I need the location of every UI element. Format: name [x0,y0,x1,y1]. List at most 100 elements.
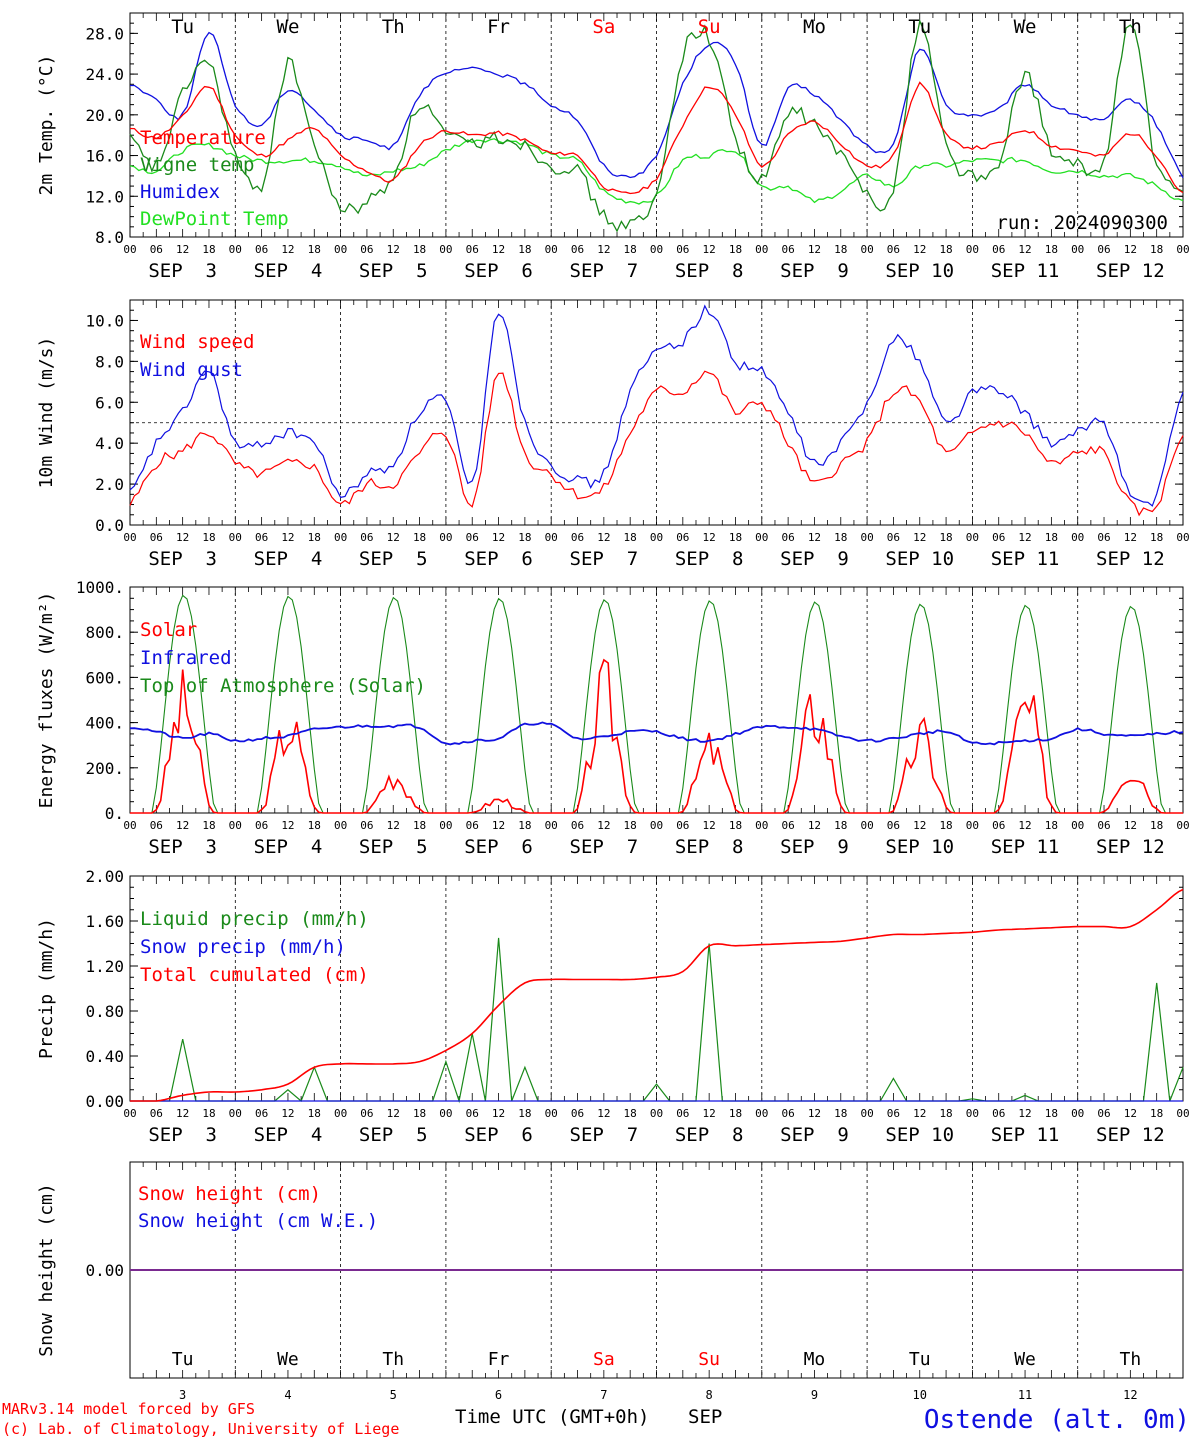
hour-tick-label: 00 [1176,531,1189,544]
hour-tick-label: 18 [518,819,531,832]
solar-line [130,658,1183,814]
hour-tick-label: 06 [1097,531,1110,544]
day-name: Th [382,16,405,38]
hour-tick-label: 12 [387,243,400,256]
hour-tick-label: 12 [1018,1107,1031,1120]
day-number: 7 [600,1388,607,1402]
hour-tick-label: 18 [518,531,531,544]
legend-entry: Solar [140,619,197,641]
hour-tick-label: 12 [808,243,821,256]
y-tick-label: 8.0 [95,228,124,247]
date-label: SEP 8 [675,260,744,282]
hour-tick-label: 00 [860,1107,873,1120]
hour-tick-label: 18 [729,243,742,256]
series-line-2 [129,304,1184,507]
y-tick-label: 2.00 [85,867,124,886]
hour-tick-label: 18 [834,243,847,256]
hour-tick-label: 00 [860,531,873,544]
panel-4: 00 06 12 18 00 06 12 18 00 06 12 18 00 06 12 18 00 06 12 18… [36,867,1190,1146]
hour-tick-label: 18 [518,1107,531,1120]
hour-tick-label: 00 [755,819,768,832]
hour-tick-label: 12 [387,819,400,832]
day-name: Tu [172,1349,194,1370]
legend-entry: Snow precip (mm/h) [140,936,346,958]
hour-tick-label: 06 [255,531,268,544]
series-line-3 [130,31,1184,179]
hour-tick-label: 18 [939,819,952,832]
date-label: SEP 4 [254,548,323,570]
hour-tick-label: 00 [439,819,452,832]
hour-tick-label: 18 [308,243,321,256]
hour-tick-label: 18 [1150,819,1163,832]
legend-entry: Liquid precip (mm/h) [140,908,369,930]
hour-tick-label: 18 [624,531,637,544]
day-number: 9 [811,1388,818,1402]
hour-tick-label: 00 [755,1107,768,1120]
date-label: SEP 4 [254,260,323,282]
hour-tick-label: 00 [1176,819,1189,832]
hour-tick-label: 06 [571,243,584,256]
y-tick-label: 16.0 [85,147,124,166]
legend-entry: Snow height (cm) [138,1183,321,1205]
hour-tick-label: 18 [834,1107,847,1120]
hour-tick-label: 12 [1124,1107,1137,1120]
date-label: SEP 11 [991,260,1060,282]
day-name: Sa [593,1349,615,1370]
hour-tick-label: 12 [597,531,610,544]
hour-tick-label: 12 [387,1107,400,1120]
hour-tick-label: 06 [887,1107,900,1120]
hour-tick-label: 12 [492,1107,505,1120]
y-axis-label: Snow height (cm) [36,1183,57,1356]
date-label: SEP 6 [464,836,533,858]
date-label: SEP 5 [359,836,428,858]
hour-tick-label: 18 [202,1107,215,1120]
hour-tick-label: 00 [123,819,136,832]
hour-tick-label: 06 [887,819,900,832]
y-tick-label: 28.0 [85,24,124,43]
y-tick-label: 0.80 [85,1002,124,1021]
hour-tick-label: 06 [992,1107,1005,1120]
date-label: SEP 7 [570,548,639,570]
date-label: SEP 7 [570,1124,639,1146]
hour-tick-label: 12 [492,243,505,256]
hour-tick-label: 12 [913,819,926,832]
y-axis-label: Energy fluxes (W/m²) [36,592,57,809]
hour-tick-label: 00 [650,243,663,256]
date-label: SEP 9 [780,836,849,858]
date-label: SEP 5 [359,260,428,282]
series-line-1 [129,370,1184,517]
hour-tick-label: 18 [202,243,215,256]
hour-tick-label: 00 [545,531,558,544]
date-label: SEP 10 [885,260,954,282]
y-tick-label: 800. [85,623,124,642]
hour-tick-label: 12 [1018,819,1031,832]
infrared-line [129,721,1184,746]
hour-tick-label: 18 [624,1107,637,1120]
hour-tick-label: 00 [334,531,347,544]
hour-tick-label: 12 [808,531,821,544]
hour-tick-label: 18 [413,819,426,832]
day-name: Su [698,16,721,38]
hour-tick-label: 00 [229,819,242,832]
hour-tick-label: 06 [150,1107,163,1120]
date-label: SEP 10 [885,548,954,570]
series-line-3 [130,888,1184,1102]
month-label: SEP [688,1406,722,1428]
day-name: We [277,1349,299,1370]
hour-tick-label: 00 [1071,819,1084,832]
day-name: Tu [908,16,931,38]
date-label: SEP 6 [464,1124,533,1146]
day-name: Fr [487,16,510,38]
date-label: SEP 3 [148,548,217,570]
hour-tick-label: 06 [1097,819,1110,832]
hour-tick-label: 06 [150,819,163,832]
day-name: Th [382,1349,404,1370]
hour-tick-label: 00 [439,243,452,256]
hour-tick-label: 06 [360,531,373,544]
hour-tick-label: 18 [518,243,531,256]
y-tick-label: 600. [85,668,124,687]
hour-tick-label: 00 [1176,1107,1189,1120]
day-name: Th [1119,16,1142,38]
day-number: 10 [913,1388,927,1402]
